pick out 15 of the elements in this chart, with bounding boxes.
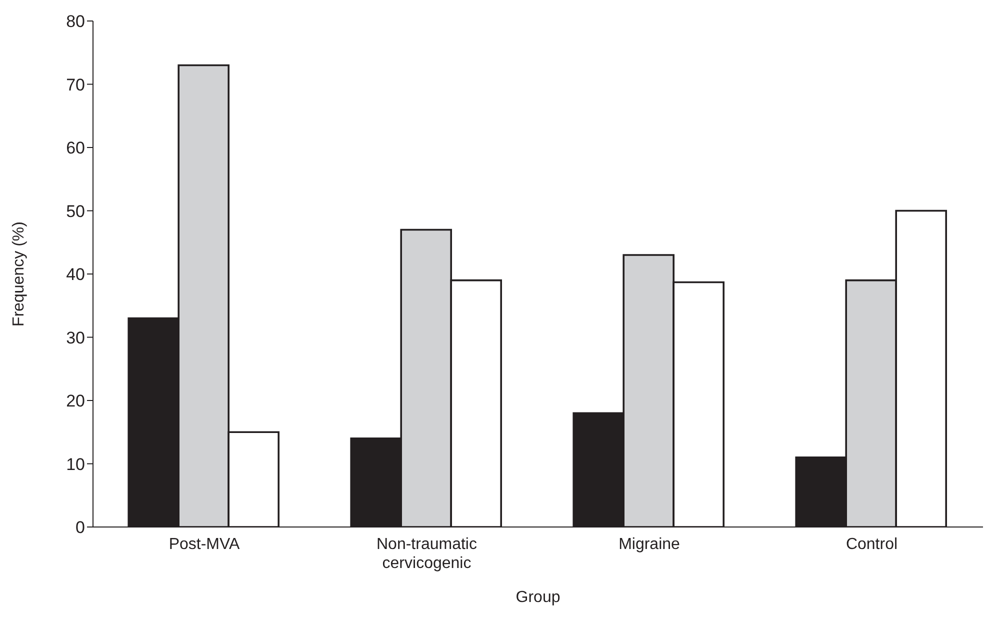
y-tick-label: 0 [76,518,85,538]
y-axis-title: Frequency (%) [10,222,28,326]
y-tick-label: 20 [66,392,85,411]
y-tick-label: 80 [66,12,85,32]
x-tick-label: Migraine [618,536,680,553]
y-tick-label: 70 [66,75,85,94]
y-tick-label: 10 [66,454,85,474]
x-tick-label: Control [846,536,898,553]
x-tick-label: Non-traumatic cervicogenic [376,536,477,572]
y-tick-label: 50 [66,202,85,221]
y-tick-label: 30 [66,328,85,348]
y-tick-label: 60 [66,138,85,158]
y-tick-label: 40 [66,265,85,284]
x-tick-label: Post-MVA [168,536,240,553]
x-axis-title: Group [516,589,560,606]
